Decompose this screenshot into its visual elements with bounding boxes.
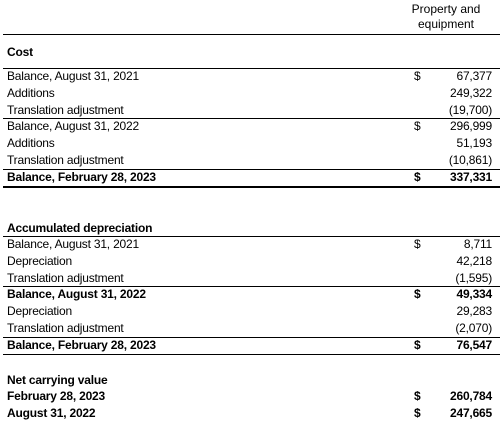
section-title: Cost — [7, 45, 33, 59]
amount: 49,334 — [456, 287, 492, 302]
row-label: Balance, February 28, 2023 — [7, 169, 156, 184]
row-label: Translation adjustment — [7, 153, 124, 167]
currency: $ — [414, 405, 421, 420]
amount: 29,283 — [456, 304, 492, 319]
row-label: Balance, August 31, 2022 — [7, 287, 146, 302]
rule — [3, 34, 500, 35]
amount: 42,218 — [456, 253, 492, 268]
currency: $ — [414, 337, 421, 352]
column-header: Property and equipment — [411, 2, 481, 31]
rule — [3, 353, 500, 356]
currency: $ — [414, 119, 421, 134]
amount: (1,595) — [455, 270, 492, 285]
rule — [3, 286, 500, 288]
row-label: Balance, August 31, 2022 — [7, 119, 139, 134]
rule — [3, 118, 500, 120]
amount: 8,711 — [463, 237, 492, 251]
amount: 260,784 — [450, 389, 492, 403]
currency: $ — [414, 69, 421, 83]
rule — [3, 336, 500, 338]
amount: 249,322 — [450, 85, 492, 100]
row-label: Translation adjustment — [7, 270, 124, 285]
row-label: August 31, 2022 — [7, 405, 96, 420]
currency: $ — [414, 169, 421, 184]
amount: (19,700) — [448, 102, 492, 117]
currency: $ — [414, 389, 421, 403]
row-label: Translation adjustment — [7, 321, 124, 335]
amount: 67,377 — [456, 69, 492, 83]
amount: 247,665 — [450, 405, 492, 420]
row-label: Depreciation — [7, 304, 72, 319]
amount: (2,070) — [455, 321, 492, 335]
amount: 296,999 — [450, 119, 492, 134]
section-title: Net carrying value — [7, 373, 108, 387]
amount: 337,331 — [450, 169, 492, 184]
row-label: Additions — [7, 85, 55, 100]
rule — [3, 68, 500, 69]
row-label: Balance, February 28, 2023 — [7, 337, 156, 352]
row-label: Balance, August 31, 2021 — [7, 237, 139, 251]
rule — [3, 236, 500, 237]
rule — [3, 168, 500, 170]
section-title: Accumulated depreciation — [7, 221, 153, 235]
amount: 51,193 — [456, 136, 492, 151]
currency: $ — [414, 287, 421, 302]
row-label: Balance, August 31, 2021 — [7, 69, 139, 83]
amount: 76,547 — [456, 337, 492, 352]
amount: (10,861) — [448, 153, 492, 167]
row-label: Translation adjustment — [7, 102, 124, 117]
currency: $ — [414, 237, 421, 251]
row-label: February 28, 2023 — [7, 389, 105, 403]
rule — [3, 185, 500, 188]
row-label: Depreciation — [7, 253, 72, 268]
row-label: Additions — [7, 136, 55, 151]
